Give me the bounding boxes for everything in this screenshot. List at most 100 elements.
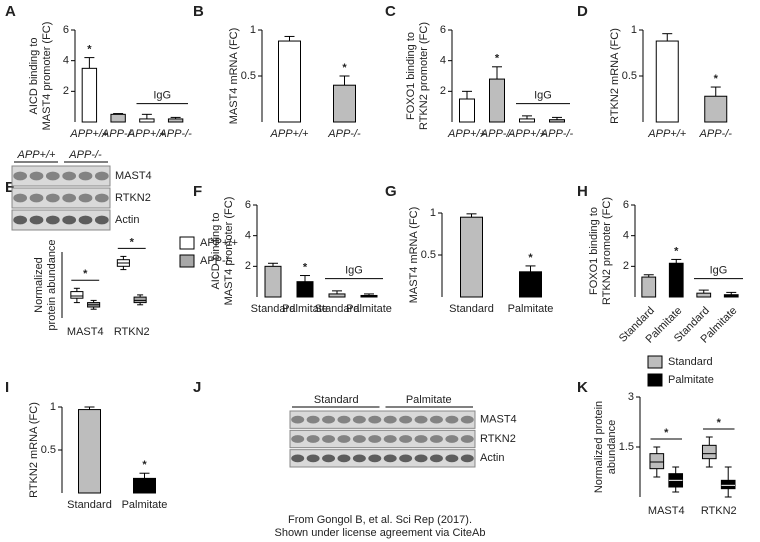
blot-band	[414, 435, 428, 443]
bar	[110, 113, 126, 123]
box	[720, 479, 736, 490]
y-axis-label: MAST4 mRNA (FC)	[228, 28, 240, 125]
box	[701, 444, 717, 460]
blot-band	[291, 435, 305, 443]
y-axis-label: RTKN2 mRNA (FC)	[28, 402, 40, 498]
y-axis-label: protein abundance	[46, 239, 58, 330]
x-tick-label: APP+/+	[69, 128, 108, 140]
bar	[641, 276, 657, 298]
y-tick-label: 4	[623, 230, 629, 242]
blot-band	[62, 193, 77, 203]
y-axis-label: AICD binding to	[210, 212, 222, 289]
significance: *	[142, 459, 147, 471]
bar	[81, 67, 98, 123]
y-axis-label: RTKN2 promoter (FC)	[601, 197, 613, 305]
blot-band	[322, 454, 336, 463]
blot-band	[429, 415, 443, 424]
y-tick-label: 1	[430, 207, 436, 219]
significance: *	[717, 417, 722, 429]
y-axis-label: AICD binding to	[28, 37, 40, 114]
group-label: IgG	[153, 90, 171, 102]
band-label: RTKN2	[480, 433, 516, 445]
legend-swatch	[647, 373, 663, 387]
legend-swatch	[179, 236, 195, 250]
bar	[704, 95, 728, 123]
blot-band	[460, 454, 474, 463]
blot-band	[94, 215, 109, 225]
blot-band	[337, 415, 351, 424]
significance: *	[495, 53, 500, 65]
bar	[519, 271, 542, 298]
y-axis-label: MAST4 promoter (FC)	[223, 197, 235, 306]
x-tick-label: RTKN2	[701, 505, 737, 517]
x-tick-label: APP+/+	[447, 128, 486, 140]
group-label: APP-/-	[68, 149, 102, 161]
bar	[696, 292, 712, 298]
y-tick-label: 4	[245, 230, 251, 242]
significance: *	[674, 245, 679, 257]
box	[70, 291, 84, 299]
x-tick-label: Standard	[315, 303, 360, 315]
x-tick-label: Standard	[67, 499, 112, 511]
blot-strip	[289, 449, 476, 468]
x-tick-label: APP-/-	[101, 128, 135, 140]
x-tick-label: Palmitate	[282, 303, 328, 315]
blot-band	[94, 171, 109, 181]
y-axis-label: abundance	[606, 420, 618, 474]
y-tick-label: 0.5	[41, 444, 56, 456]
blot-band	[414, 454, 428, 463]
blot-band	[445, 435, 459, 443]
x-tick-label: APP+/+	[507, 128, 546, 140]
bar	[278, 40, 301, 123]
x-tick-label: MAST4	[67, 326, 104, 338]
blot-band	[306, 435, 320, 443]
blot-band	[368, 435, 382, 443]
y-tick-label: 6	[63, 24, 69, 36]
blot-band	[383, 435, 397, 443]
bar	[519, 118, 535, 123]
blot-band	[78, 171, 93, 181]
footer-line: Shown under license agreement via CiteAb	[275, 527, 486, 539]
y-tick-label: 6	[440, 24, 446, 36]
blot-band	[399, 415, 413, 424]
y-axis-label: MAST4 mRNA (FC)	[408, 207, 420, 304]
band-label: Actin	[480, 452, 504, 464]
bar	[723, 294, 739, 298]
y-axis-label: RTKN2 promoter (FC)	[418, 22, 430, 130]
y-tick-label: 1	[250, 24, 256, 36]
bar	[668, 262, 684, 298]
bar	[167, 118, 184, 123]
blot-band	[445, 454, 459, 463]
blot-band	[45, 193, 60, 203]
x-tick-label: RTKN2	[114, 326, 150, 338]
band-label: MAST4	[115, 170, 152, 182]
significance: *	[87, 44, 92, 56]
y-tick-label: 4	[440, 55, 446, 67]
x-tick-label: Palmitate	[346, 303, 392, 315]
blot-band	[306, 454, 320, 463]
blot-band	[94, 193, 109, 203]
blot-band	[29, 171, 44, 181]
blot-band	[78, 215, 93, 225]
blot-strip	[11, 187, 111, 209]
blot-band	[306, 415, 320, 424]
x-tick-label: Standard	[449, 303, 494, 315]
blot-band	[352, 435, 366, 443]
y-axis-label: FOXO1 binding to	[588, 207, 600, 295]
y-tick-label: 1	[50, 401, 56, 413]
y-axis-label: MAST4 promoter (FC)	[41, 22, 53, 131]
panel-letter: H	[577, 183, 588, 200]
blot-band	[45, 215, 60, 225]
bar	[549, 119, 565, 123]
significance: *	[342, 62, 347, 74]
blot-band	[13, 215, 28, 225]
blot-band	[460, 435, 474, 443]
group-label: IgG	[710, 265, 728, 277]
panel-letter: C	[385, 3, 396, 20]
panel-letter: E	[5, 179, 15, 196]
blot-band	[352, 415, 366, 424]
y-tick-label: 2	[623, 260, 629, 272]
y-tick-label: 2	[245, 260, 251, 272]
panel-letter: I	[5, 379, 9, 396]
blot-band	[62, 215, 77, 225]
